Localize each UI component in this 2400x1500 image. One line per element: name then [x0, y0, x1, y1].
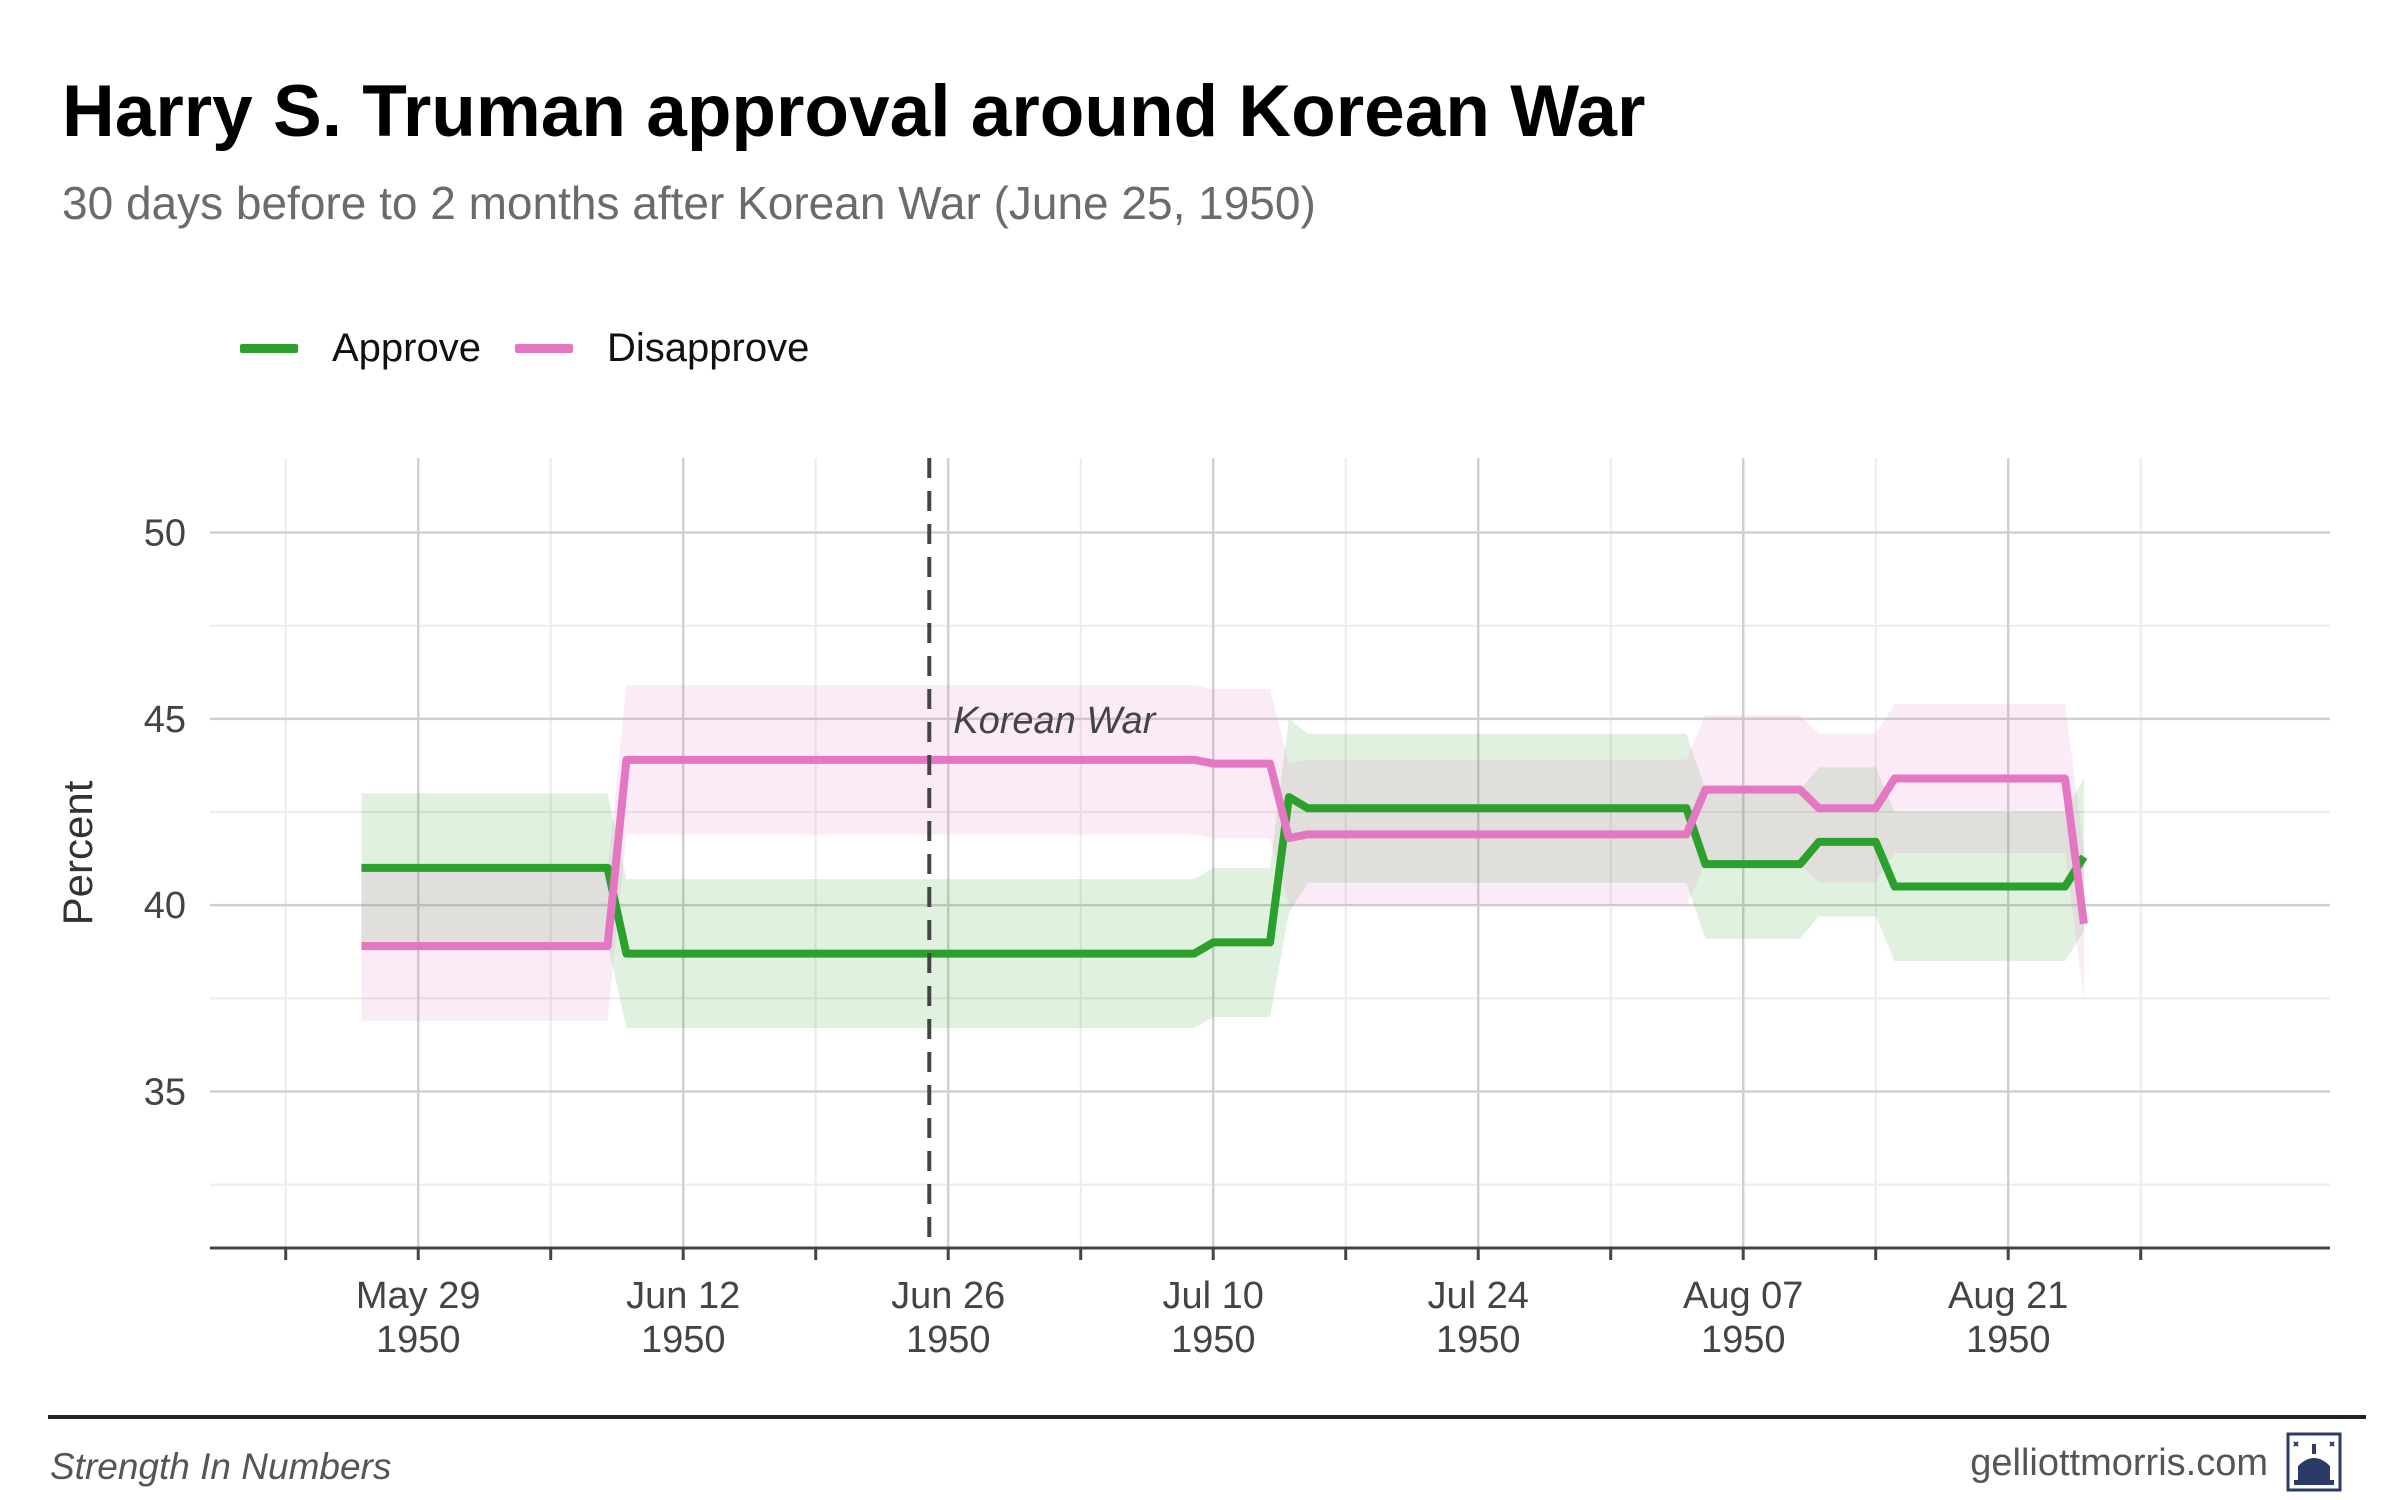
- legend-label-approve: Approve: [332, 325, 481, 370]
- chart-title: Harry S. Truman approval around Korean W…: [62, 71, 1646, 152]
- legend-label-disapprove: Disapprove: [606, 325, 810, 370]
- x-tick-year: 1950: [1966, 1319, 2051, 1361]
- x-tick-month: May 29: [356, 1275, 481, 1317]
- y-tick-label: 40: [144, 885, 186, 927]
- x-tick-label: Aug 07 1950: [1683, 1275, 1803, 1361]
- legend-swatch-approve: [240, 343, 298, 353]
- line-disapprove: [361, 755, 2088, 951]
- chart-subtitle: 30 days before to 2 months after Korean …: [62, 177, 1316, 229]
- x-tick-year: 1950: [906, 1319, 991, 1361]
- y-axis-label: Percent: [54, 780, 101, 925]
- x-tick-label: Aug 21 1950: [1948, 1275, 2068, 1361]
- x-tick-month: Jul 10: [1163, 1275, 1264, 1317]
- legend-item-disapprove: Disapprove: [514, 325, 810, 371]
- legend-swatch-disapprove: [514, 343, 573, 353]
- x-tick-label: Jun 12 1950: [626, 1275, 740, 1361]
- y-tick-label: 35: [144, 1071, 186, 1113]
- band-disapprove: [361, 685, 2084, 1021]
- footer-site: gelliottmorris.com: [1970, 1442, 2268, 1484]
- x-tick-month: Jul 24: [1428, 1275, 1529, 1317]
- y-tick-label: 45: [144, 699, 186, 741]
- x-tick-label: Jul 24 1950: [1428, 1275, 1529, 1361]
- annotations: Korean War: [927, 458, 1157, 1248]
- x-tick-year: 1950: [1436, 1319, 1521, 1361]
- x-tick-year: 1950: [1701, 1319, 1786, 1361]
- y-tick-label: 50: [144, 513, 186, 555]
- legend: Approve Disapprove: [240, 318, 843, 378]
- grid: [210, 458, 2330, 1248]
- x-tick-month: Jun 12: [626, 1275, 740, 1317]
- x-tick-year: 1950: [376, 1319, 461, 1361]
- footer-source: Strength In Numbers: [50, 1446, 392, 1487]
- series-lines: [361, 755, 2088, 958]
- footer-divider: [48, 1415, 2366, 1419]
- x-tick-year: 1950: [641, 1319, 726, 1361]
- line-approve: [361, 793, 2088, 958]
- korean-war-label: Korean War: [953, 700, 1156, 742]
- x-tick-label: May 29 1950: [356, 1275, 481, 1361]
- x-tick-label: Jul 10 1950: [1163, 1275, 1264, 1361]
- x-tick-month: Jun 26: [891, 1275, 1005, 1317]
- x-tick-month: Aug 07: [1683, 1275, 1803, 1317]
- capitol-logo-icon: [2286, 1432, 2342, 1492]
- x-tick-year: 1950: [1171, 1319, 1256, 1361]
- x-tick-month: Aug 21: [1948, 1275, 2068, 1317]
- x-tick-label: Jun 26 1950: [891, 1275, 1005, 1361]
- legend-item-approve: Approve: [240, 326, 481, 371]
